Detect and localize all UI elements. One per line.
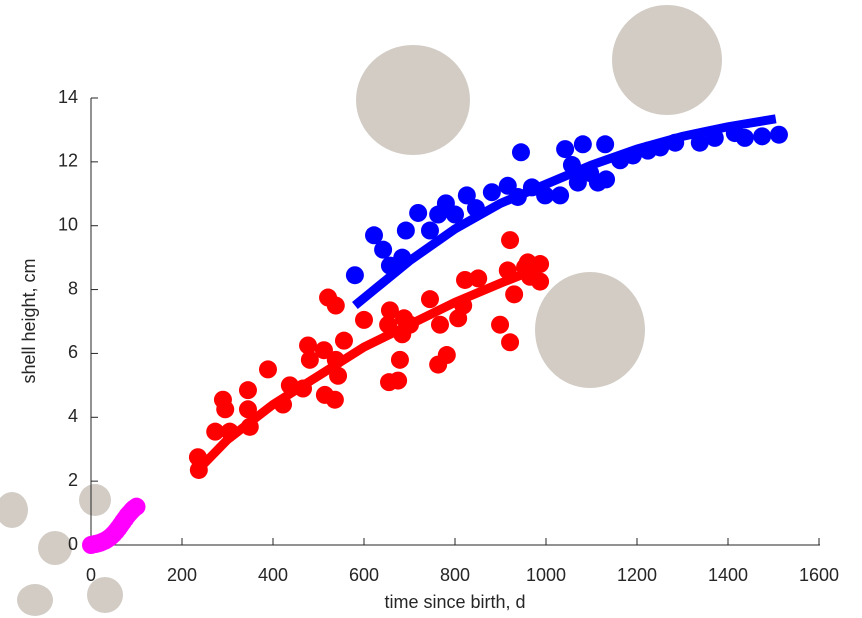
- data-point: [430, 315, 449, 334]
- data-point: [238, 381, 257, 400]
- shell-image: [0, 492, 28, 528]
- data-point: [456, 270, 475, 289]
- data-point: [389, 371, 408, 390]
- x-tick-label: 1000: [526, 565, 566, 585]
- data-point: [206, 422, 225, 441]
- x-tick-label: 1400: [708, 565, 748, 585]
- x-tick-label: 400: [258, 565, 288, 585]
- data-point: [420, 290, 439, 309]
- y-tick-label: 10: [58, 214, 78, 234]
- x-tick-label: 600: [349, 565, 379, 585]
- data-point: [420, 221, 439, 240]
- data-point: [556, 140, 575, 159]
- data-point: [216, 400, 235, 419]
- x-tick-label: 0: [86, 565, 96, 585]
- data-point: [568, 173, 587, 192]
- fit-line: [352, 114, 777, 310]
- y-tick-label: 6: [68, 342, 78, 362]
- x-tick-label: 800: [440, 565, 470, 585]
- data-point: [299, 336, 318, 355]
- data-point: [325, 390, 344, 409]
- shell-image: [17, 584, 53, 616]
- data-point: [457, 186, 476, 205]
- data-point: [258, 360, 277, 379]
- data-point: [446, 205, 464, 224]
- x-tick-label: 1600: [799, 565, 839, 585]
- data-point: [374, 240, 393, 259]
- data-point: [334, 331, 353, 350]
- data-point: [511, 143, 530, 162]
- shell-image: [612, 5, 722, 115]
- data-point: [501, 231, 520, 250]
- data-point: [753, 127, 772, 146]
- data-point: [501, 333, 520, 352]
- data-point: [355, 310, 373, 329]
- data-point: [769, 125, 788, 144]
- y-tick-label: 0: [68, 534, 78, 554]
- data-point: [573, 135, 592, 154]
- data-point: [365, 226, 384, 245]
- data-point: [596, 135, 615, 154]
- data-point: [380, 301, 399, 320]
- x-tick-label: 1200: [617, 565, 657, 585]
- shell-decorations: [0, 5, 722, 616]
- data-point: [551, 186, 570, 205]
- data-point: [396, 221, 415, 240]
- data-point: [491, 315, 510, 334]
- fit-line: [194, 264, 539, 474]
- data-point: [326, 296, 345, 315]
- data-point: [437, 346, 456, 365]
- y-tick-label: 2: [68, 470, 78, 490]
- y-tick-label: 12: [58, 151, 78, 171]
- data-point: [345, 266, 364, 285]
- y-tick-label: 14: [58, 87, 78, 107]
- shell-image: [38, 531, 72, 565]
- data-point: [505, 285, 524, 304]
- data-point: [482, 183, 501, 202]
- shell-image: [79, 484, 111, 516]
- data-point: [469, 269, 488, 288]
- y-axis-label: shell height, cm: [19, 258, 39, 383]
- data-point: [238, 400, 257, 419]
- data-point: [597, 170, 616, 189]
- data-point: [390, 350, 409, 369]
- y-tick-label: 4: [68, 406, 78, 426]
- x-tick-label: 200: [167, 565, 197, 585]
- x-axis-label: time since birth, d: [384, 592, 525, 612]
- data-point: [735, 128, 754, 147]
- data-point: [409, 203, 428, 222]
- shell-image: [535, 272, 645, 388]
- y-tick-label: 8: [68, 278, 78, 298]
- shell-image: [356, 45, 470, 155]
- data-point: [300, 350, 319, 369]
- shell-image: [87, 577, 123, 613]
- data-point: [127, 497, 146, 516]
